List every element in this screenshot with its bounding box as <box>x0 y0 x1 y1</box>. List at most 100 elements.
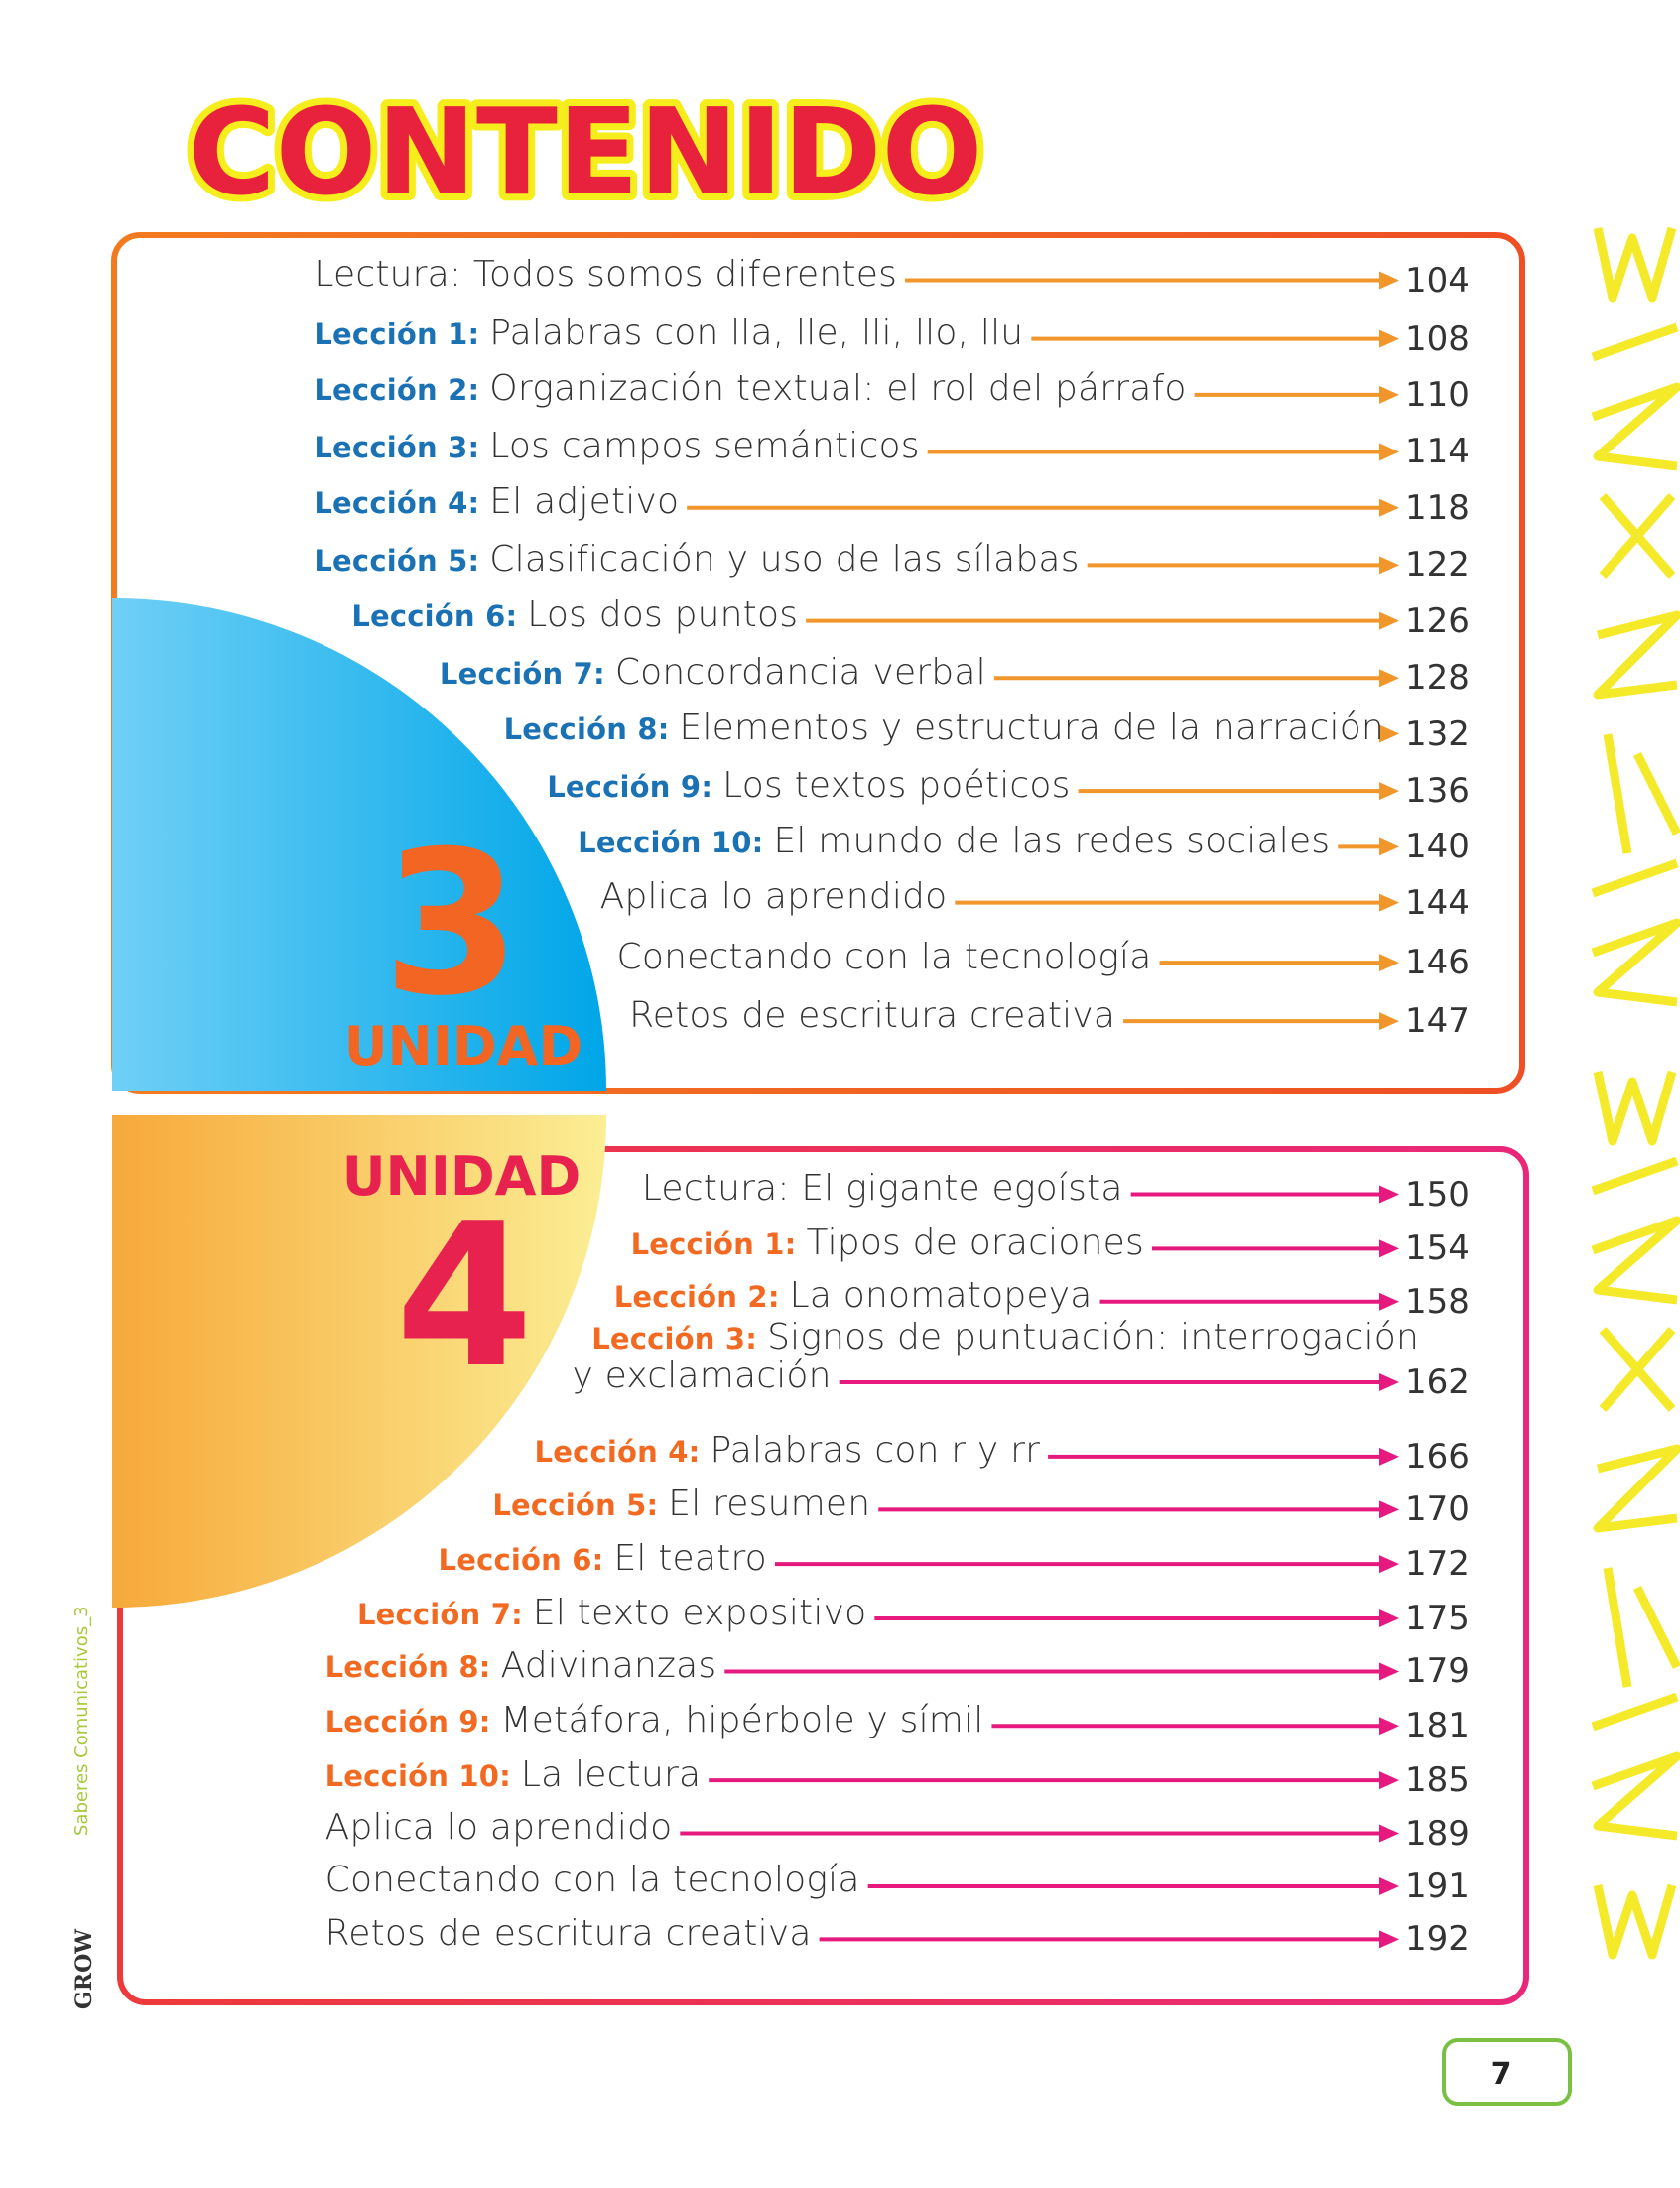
arrow-head <box>1379 1771 1399 1790</box>
page-ref: 146 <box>1405 943 1470 983</box>
arrow-head <box>1379 954 1399 972</box>
arrow-head <box>1379 1876 1399 1895</box>
page-ref: 150 <box>1405 1174 1470 1215</box>
side-text: Saberes Comunicativos_3 <box>71 1606 92 1836</box>
page-ref: 154 <box>1405 1228 1470 1269</box>
entry-text: Lectura: Todos somos diferentes <box>314 254 898 295</box>
toc-entry: Lección 6: El teatro <box>439 1537 767 1579</box>
arrow-head <box>1379 893 1399 912</box>
page-ref: 110 <box>1405 374 1470 415</box>
page-ref: 147 <box>1405 1001 1470 1042</box>
toc-entry: Lección 10: El mundo de las redes sociale… <box>578 820 1331 861</box>
toc-entry: Conectando con la tecnología <box>616 936 1152 977</box>
lesson-label: Lección 8: <box>324 1649 491 1684</box>
arrow-head <box>1379 1292 1399 1311</box>
toc-entry: Lección 4: Palabras con r y rr <box>535 1432 1041 1471</box>
toc-entry: Lección 5: Clasificación y uso de las síl… <box>314 538 1080 579</box>
page-ref: 114 <box>1405 432 1470 472</box>
toc-entry: Lección 2: Organización textual: el rol d… <box>314 370 1186 409</box>
entry-text: Tipos de oraciones <box>806 1222 1144 1263</box>
entry-text: La lectura <box>520 1753 702 1795</box>
page-ref: 118 <box>1405 487 1470 528</box>
arrow-head <box>1379 329 1399 348</box>
lesson-label: Lección 7: <box>356 1597 523 1631</box>
page-ref: 192 <box>1405 1919 1470 1960</box>
lesson-label: Lección 6: <box>351 599 518 634</box>
toc-entry: Lectura: Todos somos diferentes <box>314 256 897 294</box>
entry-text: El adjetivo <box>489 481 680 523</box>
lesson-label: Lección 7: <box>439 656 605 691</box>
arrow-head <box>1379 669 1399 688</box>
page-ref: 172 <box>1405 1544 1470 1585</box>
arrow-head <box>1379 837 1399 856</box>
arrow-head <box>1379 498 1399 517</box>
toc-entry: Aplica lo aprendido <box>325 1809 673 1847</box>
entry-text: Retos de escritura creativa <box>629 994 1116 1036</box>
toc-entry: Lección 7: Concordancia verbal <box>439 651 986 693</box>
toc-entry: Retos de escritura creativa <box>325 1914 812 1953</box>
toc-entry: Lección 8: Elementos y estructura de la n… <box>504 709 1384 748</box>
entry-text: Clasificación y uso de las sílabas <box>489 538 1080 579</box>
entry-text: Conectando con la tecnología <box>616 936 1152 977</box>
entry-text: El mundo de las redes sociales <box>773 820 1331 861</box>
page-ref: 189 <box>1405 1813 1470 1854</box>
arrow-head <box>1379 1447 1399 1466</box>
toc-entry: Lección 1: Tipos de oraciones <box>631 1222 1144 1263</box>
page-ref: 128 <box>1405 658 1470 699</box>
page-number: 7 <box>1491 2057 1512 2092</box>
page-ref: 122 <box>1405 545 1470 585</box>
entry-text: Organización textual: el rol del párrafo <box>489 368 1187 410</box>
page-ref: 175 <box>1405 1599 1470 1638</box>
entry-text: Lectura: El gigante egoísta <box>641 1168 1123 1210</box>
page-ref: 191 <box>1405 1866 1470 1906</box>
toc-entry: Aplica lo aprendido <box>600 878 948 916</box>
arrow-head <box>1379 1824 1399 1843</box>
page-number-box <box>1442 2038 1572 2106</box>
entry-text: Adivinanzas <box>500 1644 717 1686</box>
lesson-label: Lección 2: <box>314 373 480 408</box>
entry-text: El teatro <box>613 1537 767 1579</box>
lesson-label: Lección 10: <box>578 825 764 859</box>
arrow-head <box>1379 1662 1399 1681</box>
arrow-head <box>1379 1717 1399 1736</box>
arrow-head <box>1379 1372 1399 1391</box>
logo: GROW <box>71 1929 97 2009</box>
unit-3-quarter <box>112 597 606 1091</box>
page-ref: 181 <box>1405 1706 1470 1746</box>
lesson-label: Lección 10: <box>324 1758 511 1793</box>
arrow-head <box>1379 1555 1399 1574</box>
page-ref: 170 <box>1405 1489 1470 1530</box>
toc-entry: Lección 9: Los textos poéticos <box>547 764 1071 806</box>
entry-text: Conectando con la tecnología <box>324 1860 860 1901</box>
unit-number: 3 <box>382 809 520 1040</box>
toc-entry: Lección 4: El adjetivo <box>314 483 679 522</box>
arrow-head <box>1379 1609 1399 1627</box>
lesson-label: Lección 5: <box>492 1487 659 1522</box>
lesson-label: Lección 4: <box>534 1435 701 1470</box>
arrow-head <box>1379 782 1399 801</box>
lesson-label: Lección 8: <box>503 712 670 746</box>
arrow-head <box>1379 611 1399 630</box>
arrow-head <box>1379 443 1399 461</box>
arrow-head <box>1379 385 1399 404</box>
entry-text: Aplica lo aprendido <box>599 876 948 918</box>
entry-text: Signos de puntuación: interrogación y ex… <box>572 1317 1419 1397</box>
lesson-label: Lección 5: <box>314 543 480 578</box>
entry-text: Aplica lo aprendido <box>324 1807 673 1849</box>
arrow-head <box>1379 556 1399 575</box>
page-ref: 158 <box>1405 1281 1470 1322</box>
entry-text: Elementos y estructura de la narración <box>679 708 1384 748</box>
entry-text: Concordancia verbal <box>614 651 986 693</box>
unit-label: UNIDAD <box>344 1015 583 1078</box>
lesson-label: Lección 3: <box>591 1322 758 1356</box>
toc-entry: Lección 3: Signos de puntuación: interrog… <box>573 1319 1445 1395</box>
entry-text: Los dos puntos <box>527 594 799 636</box>
entry-text: Los textos poéticos <box>722 764 1071 806</box>
arrow-head <box>1379 1500 1399 1519</box>
page-ref: 166 <box>1405 1436 1470 1477</box>
lesson-label: Lección 9: <box>547 769 713 804</box>
arrow-head <box>1379 1239 1399 1258</box>
page-ref: 179 <box>1405 1651 1470 1692</box>
unit-label: UNIDAD <box>342 1145 582 1208</box>
